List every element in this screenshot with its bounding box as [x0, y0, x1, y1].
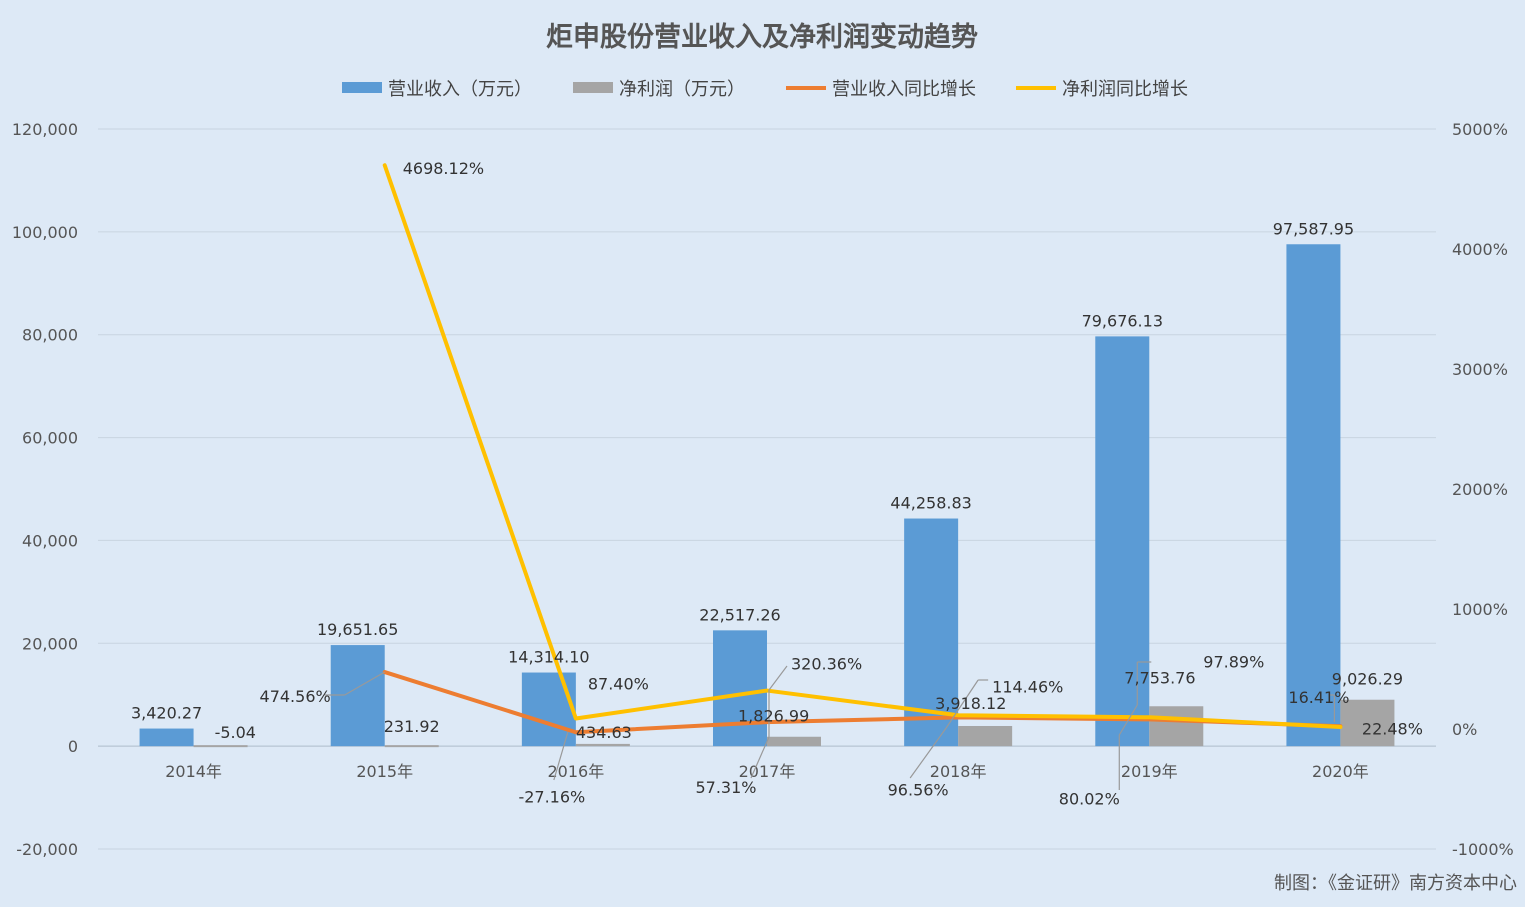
- net-profit-growth-label-6: 16.41%: [1288, 688, 1349, 707]
- left-tick-label: 120,000: [12, 120, 78, 139]
- right-tick-label: 4000%: [1452, 240, 1508, 259]
- revenue-label-0: 3,420.27: [131, 704, 202, 723]
- net-profit-bar-3: [767, 736, 821, 747]
- legend-net-profit: 净利润（万元）: [573, 79, 745, 100]
- net-profit-growth-label-2: 87.40%: [588, 675, 649, 694]
- leader-line: [553, 731, 569, 781]
- x-tick-label: 2020年: [1312, 762, 1369, 781]
- net-profit-bar-2: [575, 743, 630, 747]
- net-profit-label-5: 7,753.76: [1124, 668, 1195, 687]
- net-profit-label-0: -5.04: [215, 723, 256, 742]
- legend-label: 净利润（万元）: [619, 79, 745, 100]
- legend-swatch: [342, 82, 382, 93]
- net-profit-label-2: 434.63: [576, 723, 632, 742]
- revenue-growth-label-2: -27.16%: [518, 787, 585, 806]
- net-profit-label-1: 231.92: [384, 717, 440, 736]
- revenue-growth-label-6: 22.48%: [1362, 719, 1423, 738]
- leader-line: [344, 671, 386, 696]
- right-tick-label: 1000%: [1452, 600, 1508, 619]
- x-axis: 2014年 2015年 2016年 2017年 2018年 2019年 2020年: [165, 762, 1369, 781]
- chart-title: 炬申股份营业收入及净利润变动趋势: [546, 21, 978, 53]
- revenue-bar-3: [713, 630, 767, 747]
- left-tick-label: 60,000: [22, 429, 78, 448]
- net-profit-bar-5: [1149, 706, 1204, 747]
- data-labels: 3,420.27 19,651.65 14,314.10 22,517.26 44,25…: [131, 159, 1423, 808]
- revenue-growth-label-5: 80.02%: [1059, 789, 1120, 808]
- net-profit-growth-label-3: 320.36%: [791, 655, 862, 674]
- right-tick-label: 5000%: [1452, 120, 1508, 139]
- legend-revenue: 营业收入（万元）: [342, 79, 532, 100]
- legend-swatch: [573, 82, 613, 93]
- lines: [382, 163, 1343, 735]
- net-profit-growth-label-4: 114.46%: [992, 677, 1063, 696]
- chart-credit: 制图：《金证研》南方资本中心: [1274, 873, 1517, 894]
- revenue-label-6: 97,587.95: [1273, 219, 1354, 238]
- leader-line: [909, 727, 947, 779]
- leader-lines: [324, 661, 1336, 790]
- right-tick-label: 3000%: [1452, 360, 1508, 379]
- revenue-bar-6: [1286, 244, 1341, 747]
- grid: [98, 128, 1436, 850]
- right-tick-label: 2000%: [1452, 480, 1508, 499]
- leader-line: [768, 665, 788, 691]
- bars: [139, 244, 1395, 748]
- legend-net-profit-growth: 净利润同比增长: [1016, 79, 1188, 100]
- right-tick-label: 0%: [1452, 720, 1477, 739]
- legend: 营业收入（万元） 净利润（万元） 营业收入同比增长 净利润同比增长: [342, 79, 1188, 100]
- revenue-bar-5: [1095, 336, 1150, 747]
- x-tick-label: 2015年: [356, 762, 413, 781]
- x-tick-label: 2016年: [547, 762, 604, 781]
- legend-label: 净利润同比增长: [1062, 79, 1188, 100]
- revenue-label-1: 19,651.65: [317, 620, 398, 639]
- right-tick-label: -1000%: [1452, 840, 1514, 859]
- revenue-growth-label-1: 474.56%: [260, 687, 331, 706]
- net-profit-growth-label-5: 97.89%: [1203, 652, 1264, 671]
- legend-label: 营业收入同比增长: [832, 79, 976, 100]
- revenue-bar-0: [139, 728, 194, 747]
- left-tick-label: 80,000: [22, 326, 78, 345]
- net-profit-label-3: 1,826.99: [738, 707, 809, 726]
- left-axis: -20,000 0 20,000 40,000 60,000 80,000 100,000 1…: [12, 120, 78, 859]
- legend-revenue-growth: 营业收入同比增长: [786, 79, 976, 100]
- revenue-label-3: 22,517.26: [699, 605, 780, 624]
- revenue-label-4: 44,258.83: [890, 494, 971, 513]
- net-profit-label-6: 9,026.29: [1332, 670, 1403, 689]
- left-tick-label: 0: [68, 737, 78, 756]
- revenue-growth-label-4: 96.56%: [888, 780, 949, 799]
- legend-label: 营业收入（万元）: [388, 79, 532, 100]
- revenue-bar-1: [330, 645, 385, 747]
- x-tick-label: 2017年: [739, 762, 796, 781]
- net-profit-label-4: 3,918.12: [935, 694, 1006, 713]
- revenue-bar-2: [521, 672, 576, 747]
- revenue-label-5: 79,676.13: [1082, 311, 1163, 330]
- revenue-growth-label-3: 57.31%: [695, 778, 756, 797]
- revenue-label-2: 14,314.10: [508, 648, 589, 667]
- left-tick-label: -20,000: [16, 840, 78, 859]
- left-tick-label: 100,000: [12, 223, 78, 242]
- left-tick-label: 20,000: [22, 634, 78, 653]
- leader-line: [750, 736, 770, 779]
- leader-line: [1118, 704, 1138, 736]
- x-tick-label: 2014年: [165, 762, 222, 781]
- left-tick-label: 40,000: [22, 531, 78, 550]
- x-tick-label: 2018年: [930, 762, 987, 781]
- net-profit-bar-4: [958, 725, 1013, 747]
- net-profit-bar-6: [1340, 699, 1395, 747]
- net-profit-growth-label-1: 4698.12%: [403, 159, 484, 178]
- net-profit-bar-0: [193, 745, 248, 748]
- leader-line: [945, 679, 979, 729]
- x-tick-label: 2019年: [1121, 762, 1178, 781]
- right-axis: -1000% 0% 1000% 2000% 3000% 4000% 5000%: [1452, 120, 1514, 859]
- net-profit-bar-1: [384, 745, 439, 748]
- net-profit-growth-line: [382, 163, 1343, 730]
